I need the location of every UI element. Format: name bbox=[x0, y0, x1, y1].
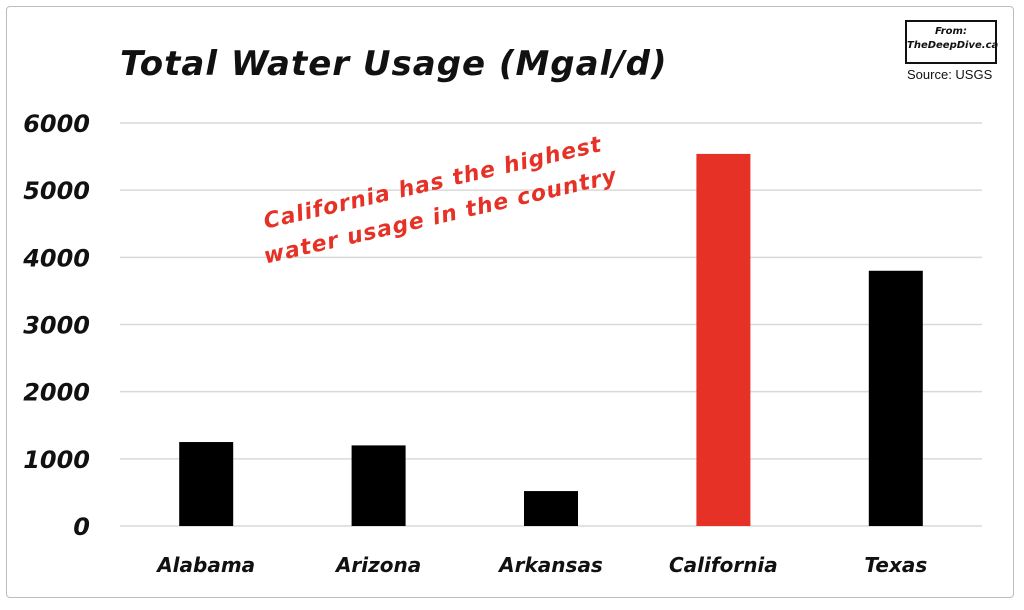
x-tick-label: Arkansas bbox=[497, 553, 603, 577]
y-tick-label: 0 bbox=[73, 513, 90, 541]
x-tick-label: Alabama bbox=[155, 553, 255, 577]
x-tick-label: California bbox=[669, 553, 778, 577]
bar-alabama bbox=[179, 442, 234, 526]
y-tick-label: 2000 bbox=[23, 379, 90, 407]
x-tick-label: Texas bbox=[864, 553, 927, 577]
logo-from-text: From: bbox=[935, 26, 967, 37]
y-tick-label: 1000 bbox=[23, 446, 90, 474]
source-label: Source: USGS bbox=[907, 67, 993, 82]
y-tick-label: 3000 bbox=[23, 312, 90, 340]
bar-arkansas bbox=[524, 491, 578, 526]
bar-texas bbox=[868, 270, 923, 526]
x-tick-label: Arizona bbox=[334, 553, 421, 577]
chart-title: Total Water Usage (Mgal/d) bbox=[120, 44, 668, 84]
bar-arizona bbox=[351, 445, 406, 526]
y-tick-label: 6000 bbox=[23, 110, 90, 138]
chart-frame bbox=[6, 6, 1014, 598]
y-tick-label: 4000 bbox=[22, 244, 90, 272]
y-tick-label: 5000 bbox=[23, 177, 90, 205]
logo-site-text: TheDeepDive.ca bbox=[907, 40, 999, 51]
logo-box: From: TheDeepDive.ca bbox=[905, 20, 999, 64]
bar-california bbox=[696, 153, 751, 526]
